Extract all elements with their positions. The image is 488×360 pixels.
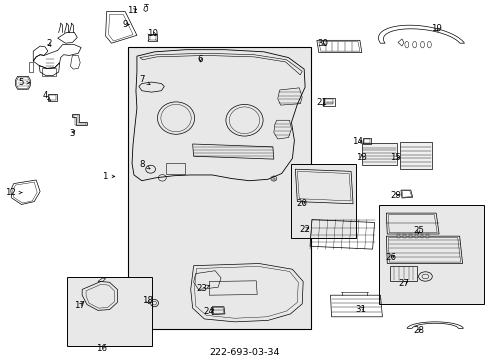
Bar <box>389 266 416 281</box>
Bar <box>67 277 151 346</box>
Text: 26: 26 <box>385 253 396 262</box>
Text: 19: 19 <box>430 24 441 33</box>
Bar <box>420 234 423 238</box>
Text: 5: 5 <box>19 78 30 87</box>
Text: 10: 10 <box>147 29 158 37</box>
Bar <box>399 142 431 169</box>
Text: 14: 14 <box>352 136 363 145</box>
Bar <box>414 234 417 238</box>
Text: 15: 15 <box>389 153 400 162</box>
Text: 29: 29 <box>390 191 401 199</box>
Text: 27: 27 <box>398 279 408 288</box>
Text: 6: 6 <box>197 55 203 63</box>
Text: 7: 7 <box>139 76 150 85</box>
Text: 16: 16 <box>96 344 107 353</box>
Text: 11: 11 <box>126 6 137 15</box>
Text: 20: 20 <box>296 199 307 208</box>
Bar <box>426 234 428 238</box>
Text: 23: 23 <box>196 284 209 293</box>
Text: 2: 2 <box>46 40 52 49</box>
Text: 18: 18 <box>142 297 153 305</box>
Bar <box>379 205 483 304</box>
Text: 8: 8 <box>139 160 150 169</box>
Text: 30: 30 <box>317 40 327 49</box>
Bar <box>128 47 311 329</box>
Text: 22: 22 <box>299 225 310 234</box>
Text: 31: 31 <box>355 305 366 314</box>
Bar <box>396 234 399 238</box>
Text: 12: 12 <box>5 188 22 197</box>
Text: 17: 17 <box>74 302 84 310</box>
Text: 3: 3 <box>69 129 75 138</box>
Bar <box>361 143 396 165</box>
Bar <box>408 234 411 238</box>
Text: 1: 1 <box>102 172 115 181</box>
Text: 9: 9 <box>122 20 129 29</box>
Text: 13: 13 <box>356 153 366 162</box>
Text: 24: 24 <box>203 306 214 315</box>
Text: 21: 21 <box>316 99 326 108</box>
Text: 222-693-03-34: 222-693-03-34 <box>209 348 279 357</box>
Text: 25: 25 <box>412 226 423 235</box>
Bar <box>291 164 355 238</box>
Text: 28: 28 <box>412 326 423 335</box>
Bar <box>402 234 405 238</box>
Text: 4: 4 <box>42 91 50 100</box>
